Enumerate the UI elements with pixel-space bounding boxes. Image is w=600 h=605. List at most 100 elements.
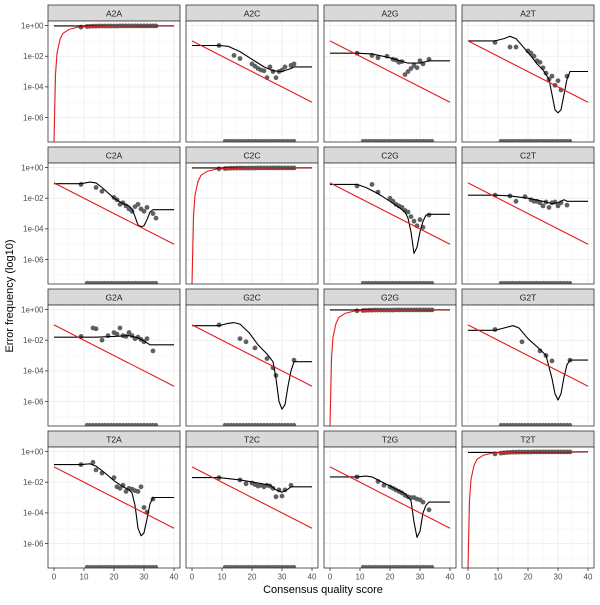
fit-line [468,35,588,114]
strip-label-c2t: C2T [520,151,536,161]
data-point [549,73,555,79]
nominal-line [467,451,589,568]
strip-label-c2g: C2G [381,151,398,161]
panels-layer: A2A A2C A2G A2T C2A C2C C2G C2T G2A G2C G2G G2T T2A T… [47,4,595,569]
data-point [513,44,519,50]
gridlines [324,447,456,568]
fit-line [330,52,450,64]
data-point [408,214,414,220]
data-point [111,475,117,481]
nominal-line [329,309,451,426]
data-point [414,65,420,71]
data-layer [329,466,451,568]
x-tick-label: 10 [218,573,227,582]
nominal-line [191,167,313,284]
strip-label-t2t: T2T [520,435,535,445]
nominal-line [329,182,451,245]
data-point [150,211,156,216]
strip-label-a2t: A2T [520,9,536,19]
x-tick-label: 30 [416,573,425,582]
fit-line [330,475,450,538]
data-point [126,330,132,335]
panel-border [47,162,181,285]
data-point [93,185,99,190]
x-tick-label: 20 [524,573,533,582]
panel-border [323,20,457,143]
data-point [135,489,141,494]
data-point [540,203,546,209]
nominal-line [53,25,175,142]
zero-point [567,422,573,426]
data-point [507,44,513,50]
data-layer [191,40,313,142]
data-layer [467,182,589,284]
data-point [153,215,159,221]
strip-label-a2a: A2A [106,9,122,19]
data-point [537,59,543,65]
axes-layer: 1e+00 1e-02 1e-04 1e-06 1e+00 1e-02 1e-04 1e-06… [21,21,593,581]
x-tick-label: 10 [356,573,365,582]
data-point [105,333,111,339]
panel-c2a: C2A [47,146,181,285]
x-tick-label: 0 [52,573,57,582]
data-point [537,348,543,354]
nominal-line [329,466,451,529]
data-point [141,208,147,214]
x-tick-label: 30 [554,573,563,582]
data-layer [53,324,175,426]
data-point [117,325,123,331]
y-tick-label: 1e-02 [23,478,44,487]
data-point [426,507,432,513]
y-axis-title: Error frequency (log10) [4,239,16,352]
data-point [138,484,144,490]
data-point [93,467,99,473]
strip-label-a2g: A2G [381,9,398,19]
data-point [237,56,243,61]
y-tick-label: 1e+00 [21,163,44,172]
data-point [549,358,555,364]
x-tick-label: 0 [328,573,333,582]
nominal-line [191,466,313,529]
data-point [117,485,123,491]
data-point [273,75,279,81]
data-point [243,339,249,345]
data-point [267,64,273,70]
strip-label-g2a: G2A [105,293,122,303]
y-tick-label: 1e+00 [21,21,44,30]
data-point [144,336,150,342]
data-point [282,64,288,70]
panel-border [323,162,457,285]
panel-border [185,304,319,427]
panel-c2t: C2T [461,146,595,285]
y-tick-label: 1e-04 [23,83,44,92]
data-layer [329,307,451,426]
data-layer [467,449,589,568]
panel-a2g: A2G [323,4,457,143]
data-point [144,205,150,210]
gridlines [48,305,180,426]
x-tick-label: 20 [386,573,395,582]
data-point [408,66,414,71]
y-tick-label: 1e-02 [23,194,44,203]
x-tick-label: 20 [110,573,119,582]
data-point [150,348,156,354]
gridlines [48,21,180,142]
panel-border [461,20,595,143]
data-point [273,494,279,500]
data-point [555,78,561,84]
data-point [531,53,537,59]
nominal-line [53,182,175,245]
strip-label-t2a: T2A [106,435,122,445]
data-layer [53,23,175,142]
panel-border [47,20,181,143]
strip-label-c2a: C2A [106,151,123,161]
nominal-line [53,466,175,529]
nominal-line [191,40,313,103]
data-point [99,188,105,194]
data-layer [467,35,589,142]
zero-point [429,564,435,568]
data-point [78,182,84,187]
data-layer [191,466,313,568]
